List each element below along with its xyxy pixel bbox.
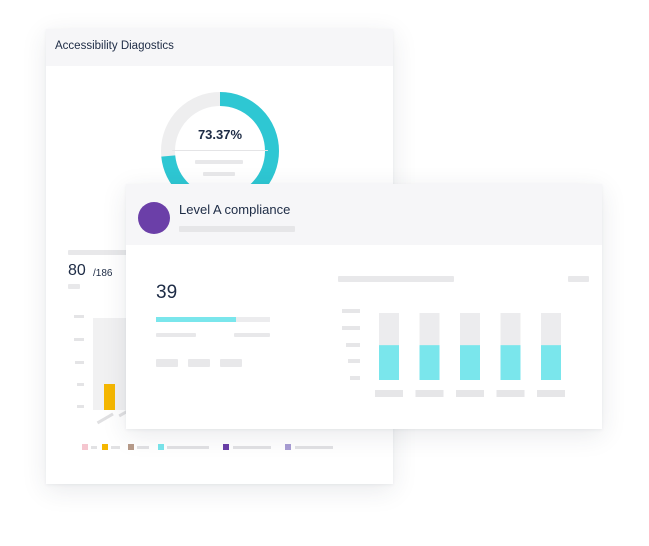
donut-divider — [172, 150, 268, 151]
y-tick-placeholder — [350, 376, 360, 380]
chart-bar — [541, 345, 561, 380]
chart-bar — [379, 345, 399, 380]
progress-bar — [156, 317, 270, 322]
legend-label-placeholder — [233, 446, 271, 449]
y-tick-placeholder — [74, 315, 84, 318]
progress-caption-placeholder — [234, 333, 270, 337]
chart-bar — [460, 345, 480, 380]
legend-swatch — [223, 444, 229, 450]
chart-title-placeholder — [338, 276, 454, 282]
panel-header: Accessibility Diagostics — [46, 29, 393, 66]
x-tick-placeholder — [415, 390, 444, 397]
y-tick-placeholder — [346, 343, 360, 347]
panel-title: Accessibility Diagostics — [55, 40, 174, 52]
level-a-compliance-panel: Level A compliance 39 — [126, 184, 602, 429]
x-tick-placeholder — [537, 390, 565, 397]
legend-label-placeholder — [167, 446, 209, 449]
legend-label-placeholder — [91, 446, 97, 449]
front-bar-chart — [342, 309, 565, 397]
header-subtitle-placeholder — [179, 226, 295, 232]
stat-value: 80 — [68, 262, 86, 279]
y-tick-placeholder — [75, 361, 84, 364]
tag-placeholder — [188, 359, 210, 367]
legend-label-placeholder — [295, 446, 333, 449]
y-tick-placeholder — [74, 338, 84, 341]
chart-bar — [419, 345, 440, 380]
panel-header: Level A compliance — [126, 184, 602, 245]
legend-label-placeholder — [137, 446, 149, 449]
compliance-value: 39 — [156, 282, 178, 303]
chart-bar — [500, 345, 521, 380]
legend-swatch — [82, 444, 88, 450]
avatar — [138, 202, 170, 234]
legend-swatch — [285, 444, 291, 450]
progress-caption-placeholder — [156, 333, 196, 337]
panel-title: Level A compliance — [179, 202, 291, 217]
x-tick-placeholder — [496, 390, 525, 397]
legend-swatch — [102, 444, 108, 450]
tag-placeholder — [156, 359, 178, 367]
y-tick-placeholder — [348, 359, 360, 363]
donut-caption-placeholder — [195, 160, 243, 164]
legend-label-placeholder — [111, 446, 120, 449]
y-tick-placeholder — [77, 383, 84, 386]
progress-fill — [156, 317, 236, 322]
x-tick-placeholder — [456, 390, 484, 397]
y-tick-placeholder — [77, 405, 84, 408]
x-tick-placeholder — [375, 390, 403, 397]
x-tick-placeholder — [96, 412, 114, 425]
chart-legend — [82, 442, 382, 452]
stat-total: /186 — [93, 268, 113, 279]
chart-action-placeholder — [568, 276, 589, 282]
chart-bar — [104, 384, 115, 410]
donut-value: 73.37% — [197, 127, 243, 142]
stat-sub-placeholder — [68, 284, 80, 289]
donut-subcaption-placeholder — [203, 172, 235, 176]
legend-swatch — [128, 444, 134, 450]
y-tick-placeholder — [342, 326, 360, 330]
legend-swatch — [158, 444, 164, 450]
stat-label-placeholder — [68, 250, 128, 255]
tag-placeholder — [220, 359, 242, 367]
y-tick-placeholder — [342, 309, 360, 313]
